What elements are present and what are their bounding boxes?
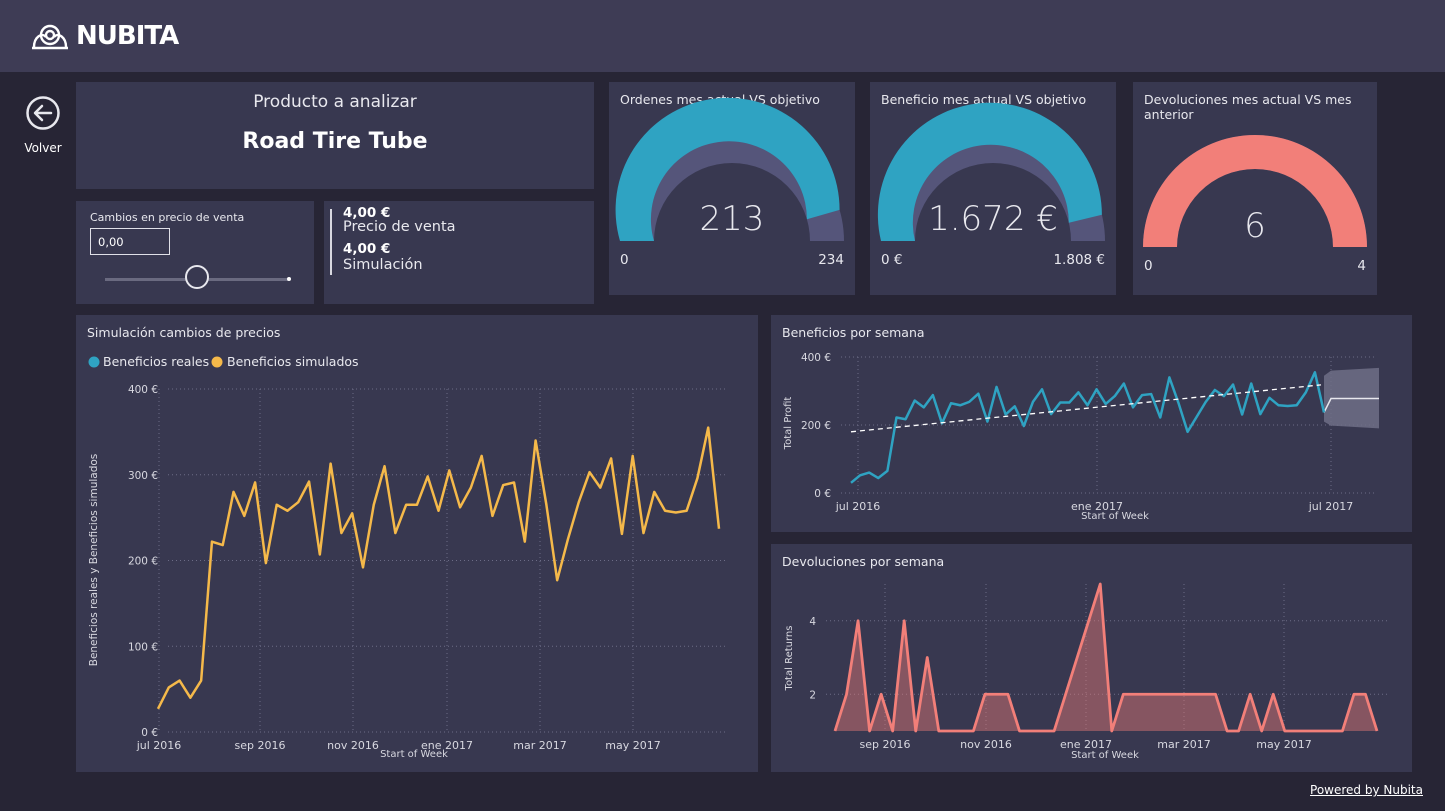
returns-area-chart: 2 4 sep 2016 nov 2016 ene 2017 mar 2017 may 20… xyxy=(784,582,1387,761)
simulation-label: Simulación xyxy=(343,257,423,273)
x-tick-label: jul 2016 xyxy=(835,500,881,513)
simulation-chart-card: Simulación cambios de precios 0 € 100 € 20… xyxy=(76,315,758,772)
x-tick-label: sep 2016 xyxy=(235,739,286,752)
price-slider-handle[interactable] xyxy=(185,265,209,289)
gauge-card-profit: Beneficio mes actual VS objetivo 1.672 €… xyxy=(870,82,1116,295)
series-line-profit xyxy=(850,371,1326,484)
x-axis-label: Start of Week xyxy=(1081,511,1149,522)
y-tick-label: 4 xyxy=(809,616,816,628)
chart-title: Devoluciones por semana xyxy=(782,554,945,569)
top-bar: NUBITA xyxy=(0,0,1445,72)
gauge-orders xyxy=(615,97,844,241)
sale-price-value: 4,00 € xyxy=(343,205,391,221)
powered-by-link[interactable]: Powered by Nubita xyxy=(1310,783,1423,797)
gauge-value: 213 xyxy=(699,199,765,239)
x-tick-label: nov 2016 xyxy=(327,739,379,752)
back-button[interactable]: Volver xyxy=(22,95,64,155)
gauge-max: 4 xyxy=(1357,258,1366,274)
gauge-card-orders: Ordenes mes actual VS objetivo 213 0 234 xyxy=(609,82,855,295)
y-tick-label: 0 € xyxy=(814,488,831,500)
legend-label-real: Beneficios reales xyxy=(103,354,209,369)
product-card: Producto a analizar Road Tire Tube xyxy=(76,82,594,189)
gauge-fill xyxy=(615,97,840,241)
product-caption: Producto a analizar xyxy=(253,92,417,112)
x-tick-label: may 2017 xyxy=(605,739,660,752)
trend-line xyxy=(850,384,1322,433)
y-tick-label: 200 € xyxy=(801,420,831,432)
returns-chart-card: Devoluciones por semana 2 4 sep 2016 nov 20… xyxy=(771,544,1412,772)
price-change-title: Cambios en precio de venta xyxy=(90,211,245,224)
gauge-min: 0 xyxy=(620,252,629,268)
x-tick-label: nov 2016 xyxy=(960,738,1012,751)
price-change-card: Cambios en precio de venta 0,00 xyxy=(76,201,314,304)
price-slider-end xyxy=(287,277,291,281)
profit-line-chart: 0 € 200 € 400 € jul 2016 ene 2017 jul 2017 Sta… xyxy=(783,352,1379,522)
x-tick-label: sep 2016 xyxy=(860,738,911,751)
y-axis-label: Total Profit xyxy=(783,397,794,451)
chart-title: Beneficios por semana xyxy=(782,325,925,340)
price-kpi-card: 4,00 € Precio de venta 4,00 € Simulación xyxy=(324,201,594,304)
y-tick-label: 100 € xyxy=(128,641,158,653)
series-line-simulated xyxy=(156,426,721,710)
y-tick-label: 2 xyxy=(809,689,816,701)
gauge-card-returns: Devoluciones mes actual VS mes anterior … xyxy=(1133,82,1377,295)
legend-dot-real xyxy=(88,356,100,368)
x-tick-label: ene 2017 xyxy=(1071,500,1123,513)
y-tick-label: 300 € xyxy=(128,470,158,482)
x-axis-label: Start of Week xyxy=(380,749,448,760)
gauge-profit xyxy=(877,102,1105,241)
y-tick-label: 400 € xyxy=(128,384,158,396)
x-tick-label: ene 2017 xyxy=(1060,738,1112,751)
y-tick-label: 400 € xyxy=(801,352,831,364)
y-axis-label: Total Returns xyxy=(784,626,795,692)
gauge-max: 1.808 € xyxy=(1053,252,1105,268)
gauge-fill xyxy=(877,102,1102,241)
product-name: Road Tire Tube xyxy=(242,129,428,154)
back-label: Volver xyxy=(24,141,62,155)
x-tick-label: jul 2016 xyxy=(136,739,182,752)
legend-dot-simulated xyxy=(211,356,223,368)
chart-title: Simulación cambios de precios xyxy=(87,325,281,340)
legend-label-simulated: Beneficios simulados xyxy=(227,354,359,369)
gauge-title: Beneficio mes actual VS objetivo xyxy=(881,92,1087,107)
gauge-min: 0 € xyxy=(881,252,903,268)
forecast-line xyxy=(1323,397,1379,413)
gauge-title: Devoluciones mes actual VS mes anterior xyxy=(1144,92,1352,122)
kpi-divider xyxy=(330,209,332,275)
gauge-value: 1.672 € xyxy=(928,199,1058,239)
price-change-input[interactable]: 0,00 xyxy=(90,228,170,255)
y-tick-label: 0 € xyxy=(141,727,158,739)
simulation-value: 4,00 € xyxy=(343,241,391,257)
gauge-fill xyxy=(1143,134,1367,247)
brand-logo: NUBITA xyxy=(30,20,179,52)
brand-name: NUBITA xyxy=(76,21,179,51)
x-tick-label: mar 2017 xyxy=(1157,738,1210,751)
gauge-value: 6 xyxy=(1244,206,1266,246)
profit-chart-card: Beneficios por semana 0 € 200 € 400 € jul 2… xyxy=(771,315,1412,532)
y-axis-label: Beneficios reales y Beneficios simulados xyxy=(88,454,100,667)
arrow-left-circle-icon xyxy=(26,96,60,130)
simulation-line-chart: 0 € 100 € 200 € 300 € 400 € jul 2016 sep 2016 n… xyxy=(88,354,728,760)
x-axis-label: Start of Week xyxy=(1071,750,1139,761)
y-tick-label: 200 € xyxy=(128,556,158,568)
gauge-max: 234 xyxy=(818,252,844,268)
series-line-returns xyxy=(833,582,1379,733)
gauge-returns xyxy=(1143,134,1367,247)
gauge-min: 0 xyxy=(1144,258,1153,274)
sale-price-label: Precio de venta xyxy=(343,219,456,235)
x-tick-label: jul 2017 xyxy=(1308,500,1354,513)
x-tick-label: mar 2017 xyxy=(513,739,566,752)
x-tick-label: ene 2017 xyxy=(421,739,473,752)
x-tick-label: may 2017 xyxy=(1256,738,1311,751)
nubita-logo-icon xyxy=(32,24,68,50)
